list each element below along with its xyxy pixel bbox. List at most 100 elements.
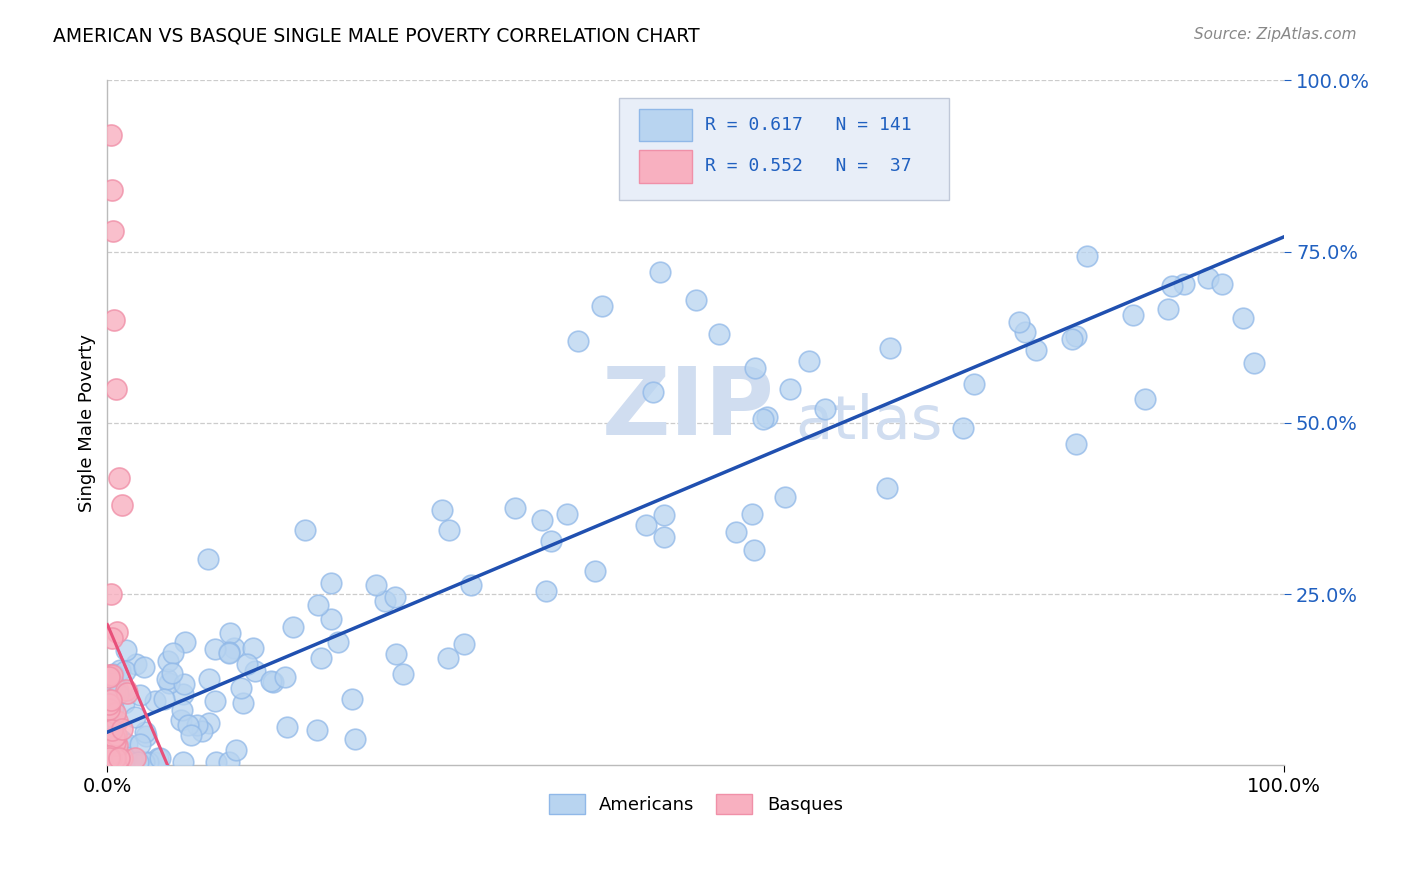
Point: [97, 702, 120, 716]
Point: [198, 672, 221, 686]
Point: [134, 724, 156, 739]
Point: [294, 523, 316, 537]
Point: [105, 714, 128, 728]
Point: [125, 657, 148, 671]
Point: [172, 704, 194, 718]
Point: [555, 507, 578, 521]
Point: [235, 657, 257, 671]
Point: [219, 626, 242, 640]
Point: [157, 676, 180, 690]
Point: [136, 755, 159, 769]
Point: [281, 620, 304, 634]
Point: [103, 667, 125, 681]
Point: [752, 412, 775, 426]
Point: [437, 650, 460, 665]
Point: [321, 576, 343, 591]
Point: [814, 402, 837, 417]
Point: [103, 755, 125, 769]
Point: [100, 668, 122, 682]
Point: [385, 647, 408, 661]
Point: [1060, 332, 1083, 346]
Point: [197, 552, 219, 566]
Point: [879, 341, 901, 355]
Y-axis label: Single Male Poverty: Single Male Poverty: [79, 334, 96, 512]
Point: [225, 743, 247, 757]
Point: [121, 752, 143, 766]
Point: [876, 481, 898, 495]
Point: [114, 665, 136, 679]
Point: [103, 701, 125, 715]
Point: [112, 696, 135, 710]
Point: [1025, 343, 1047, 357]
Point: [100, 751, 122, 765]
Point: [274, 670, 297, 684]
Point: [108, 663, 131, 677]
Point: [143, 755, 166, 769]
Point: [384, 590, 406, 604]
Text: Source: ZipAtlas.com: Source: ZipAtlas.com: [1194, 27, 1357, 42]
Point: [174, 635, 197, 649]
Text: AMERICAN VS BASQUE SINGLE MALE POVERTY CORRELATION CHART: AMERICAN VS BASQUE SINGLE MALE POVERTY C…: [53, 27, 700, 45]
Point: [430, 503, 453, 517]
Point: [162, 646, 184, 660]
Point: [530, 513, 553, 527]
Point: [128, 689, 150, 703]
Point: [132, 660, 155, 674]
Point: [172, 755, 194, 769]
Point: [583, 565, 606, 579]
Point: [654, 508, 676, 523]
Point: [1211, 277, 1233, 291]
Point: [132, 755, 155, 769]
Point: [101, 723, 124, 737]
Point: [364, 578, 387, 592]
Point: [104, 683, 127, 698]
Point: [1064, 437, 1087, 451]
Point: [453, 637, 475, 651]
Point: [112, 755, 135, 769]
Point: [108, 755, 131, 769]
Point: [103, 675, 125, 690]
Point: [103, 744, 125, 758]
Point: [797, 354, 820, 368]
Point: [103, 713, 125, 727]
FancyBboxPatch shape: [619, 97, 949, 201]
Point: [198, 716, 221, 731]
Point: [725, 525, 748, 540]
Point: [534, 583, 557, 598]
Point: [744, 543, 766, 558]
Point: [129, 738, 152, 752]
Point: [634, 517, 657, 532]
Point: [540, 534, 562, 549]
Point: [685, 293, 707, 307]
Point: [319, 612, 342, 626]
Point: [643, 384, 665, 399]
Point: [97, 749, 120, 764]
Point: [101, 183, 124, 197]
Point: [173, 676, 195, 690]
Point: [1232, 310, 1254, 325]
Text: R = 0.617   N = 141: R = 0.617 N = 141: [706, 116, 911, 134]
Point: [1008, 315, 1031, 329]
Legend: Americans, Basques: Americans, Basques: [548, 794, 842, 814]
Point: [114, 750, 136, 764]
Point: [97, 751, 120, 765]
Point: [1133, 392, 1156, 406]
Point: [177, 718, 200, 732]
Point: [124, 710, 146, 724]
Point: [111, 723, 134, 737]
Point: [242, 641, 264, 656]
Point: [111, 755, 134, 769]
FancyBboxPatch shape: [640, 150, 692, 183]
Point: [97, 751, 120, 765]
Point: [103, 755, 125, 769]
Point: [115, 737, 138, 751]
Point: [103, 755, 125, 769]
FancyBboxPatch shape: [640, 109, 692, 142]
Point: [172, 687, 194, 701]
Point: [1197, 270, 1219, 285]
Point: [122, 755, 145, 769]
Point: [108, 470, 131, 484]
Point: [307, 723, 329, 738]
Point: [100, 693, 122, 707]
Point: [374, 594, 396, 608]
